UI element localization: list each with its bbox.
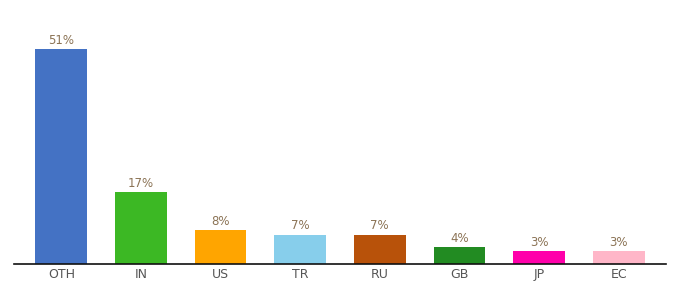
Text: 7%: 7% [371,219,389,232]
Bar [354,235,406,264]
Text: 17%: 17% [128,177,154,190]
Text: 3%: 3% [609,236,628,249]
Text: 8%: 8% [211,215,230,228]
Text: 7%: 7% [291,219,309,232]
Bar [35,49,87,264]
Bar [115,192,167,264]
Bar [194,230,246,264]
Bar [274,235,326,264]
Bar [434,247,486,264]
Text: 3%: 3% [530,236,548,249]
Text: 51%: 51% [48,34,74,47]
Bar [593,251,645,264]
Bar [513,251,565,264]
Text: 4%: 4% [450,232,469,244]
